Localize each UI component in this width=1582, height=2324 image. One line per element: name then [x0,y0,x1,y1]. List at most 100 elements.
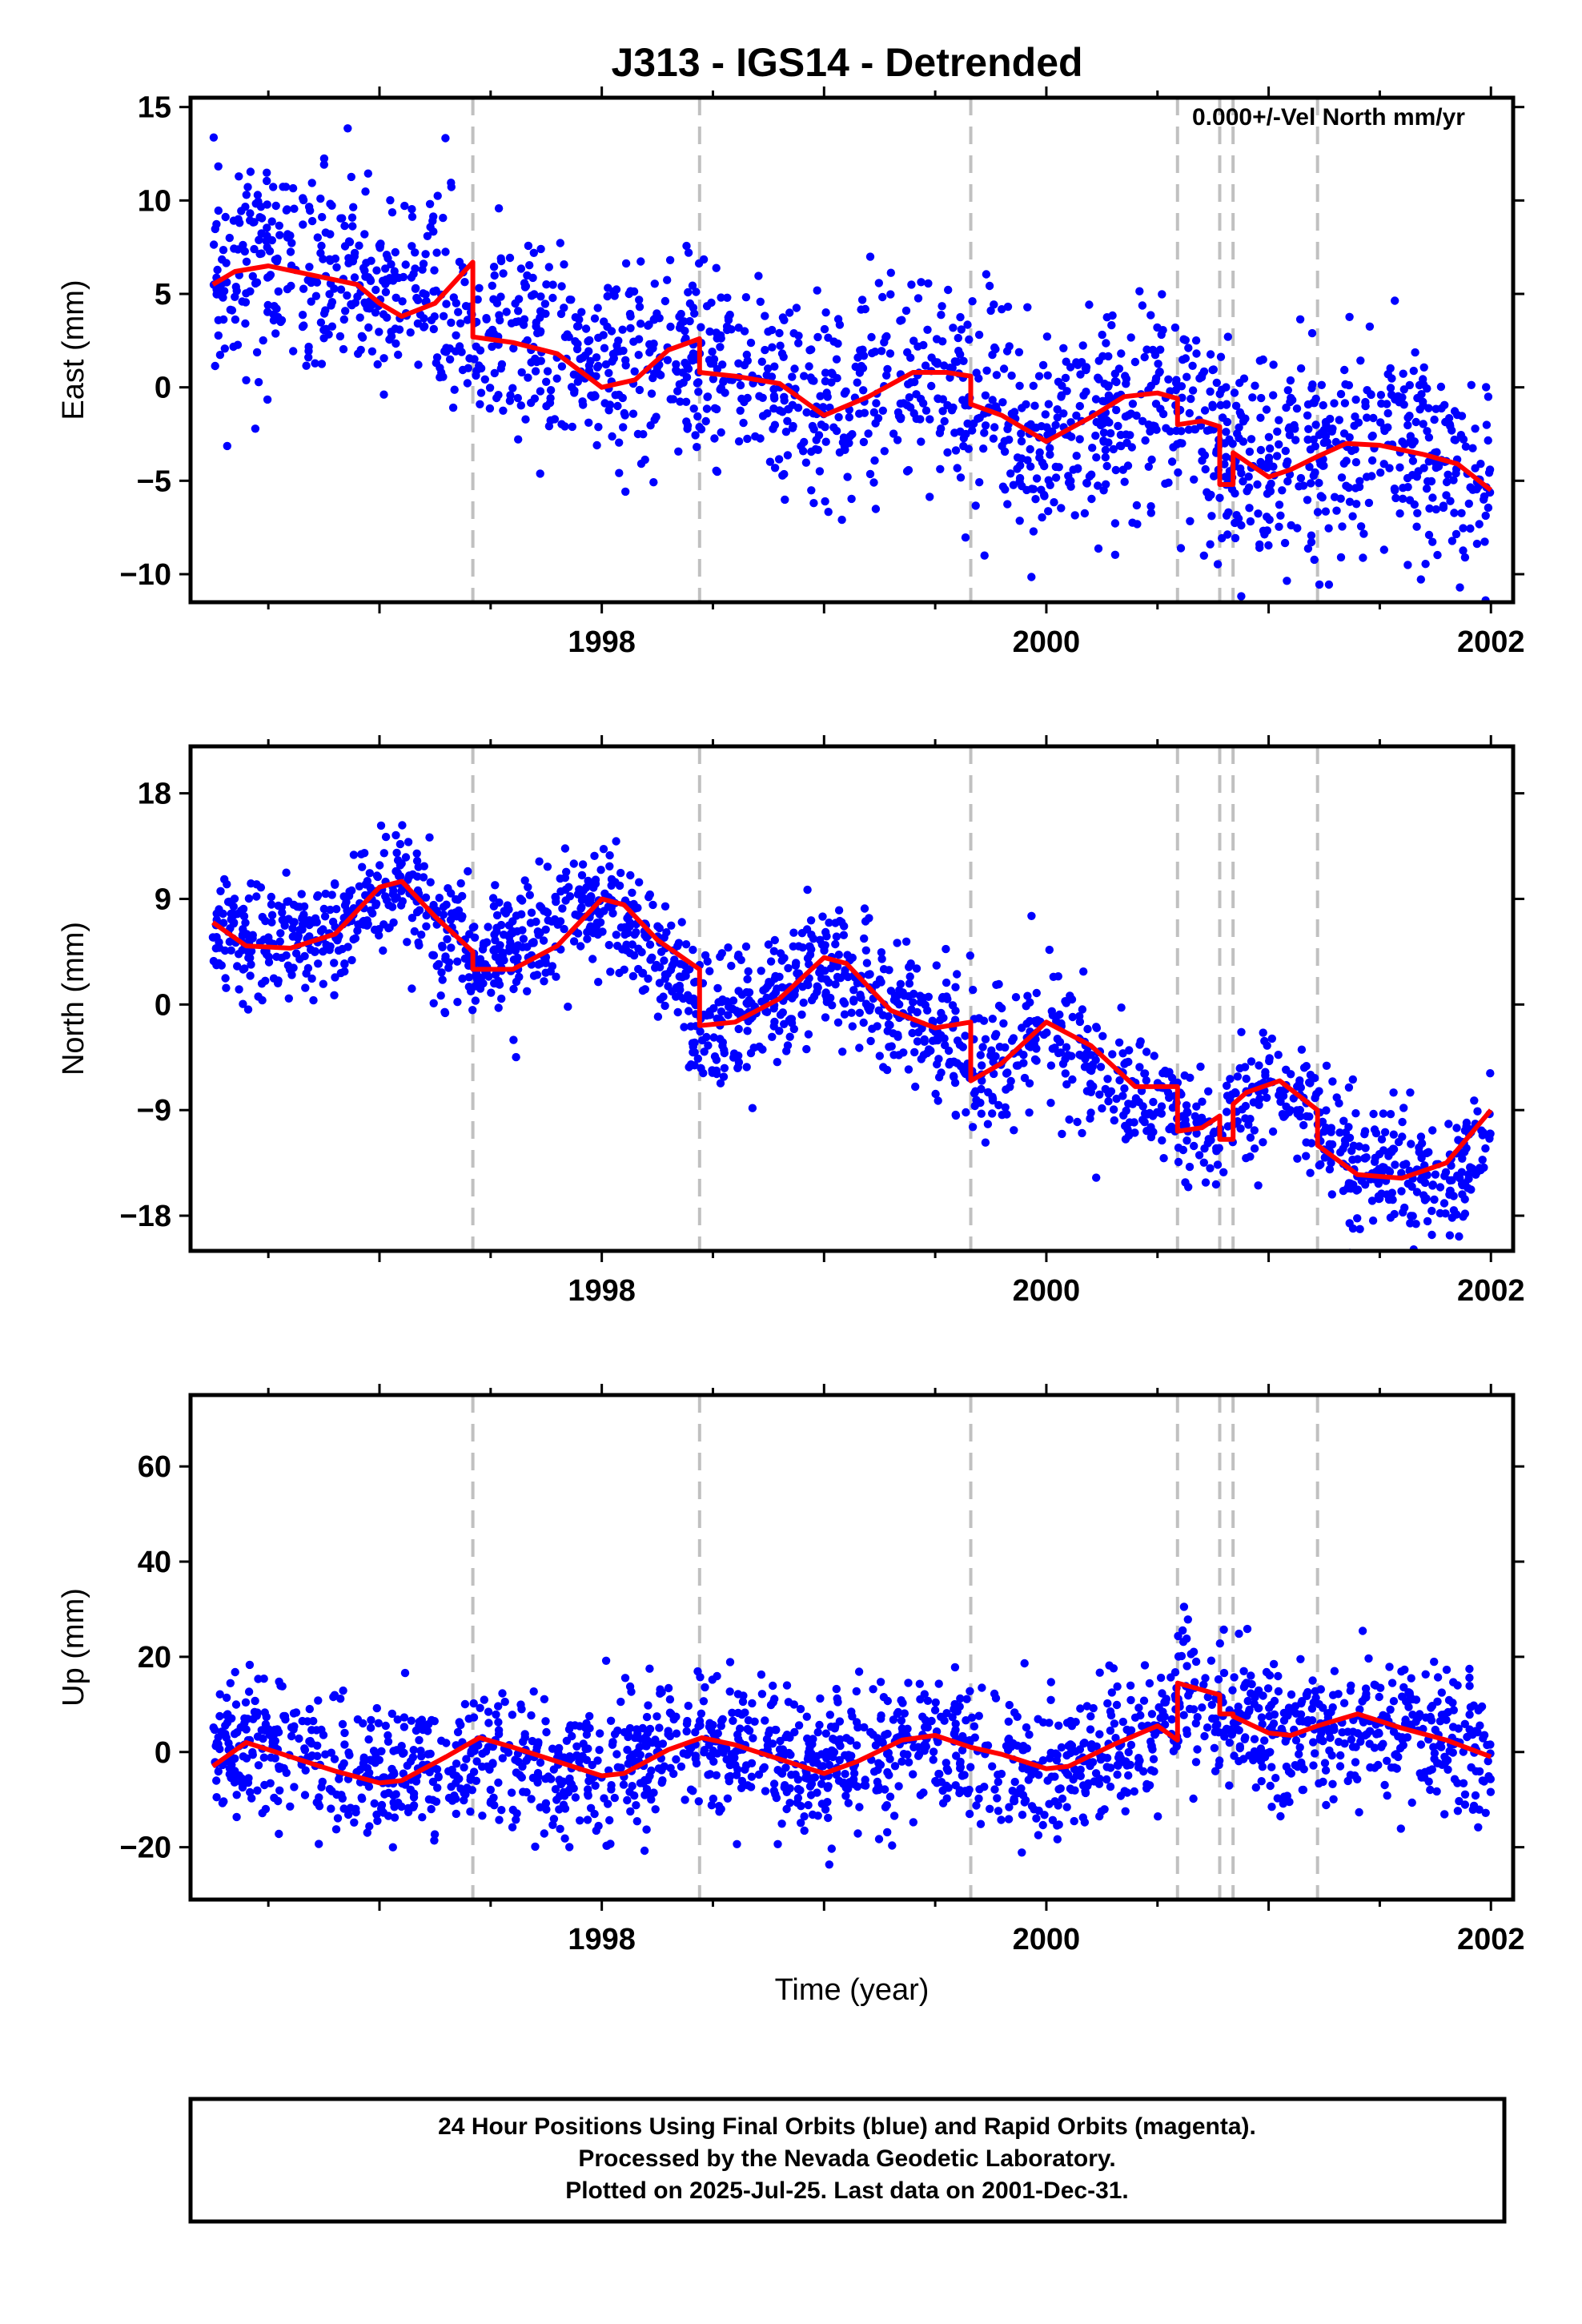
data-point [971,501,980,510]
data-point [1185,408,1195,418]
data-point [1199,1158,1209,1168]
data-point [391,830,400,840]
data-point [745,988,754,997]
data-point [1158,1136,1166,1145]
y-axis-label: East (mm) [57,279,90,420]
data-point [804,1800,813,1810]
data-point [909,998,917,1007]
data-point [1389,1697,1399,1706]
data-point [1295,482,1303,491]
data-point [1345,1219,1354,1228]
data-point [593,363,602,372]
data-point [1330,399,1339,408]
data-point [865,469,875,479]
data-point [1199,1680,1208,1689]
data-point [1127,443,1137,452]
data-point [1092,417,1101,427]
data-point [916,998,926,1007]
data-point [880,447,889,456]
data-point [271,201,280,211]
data-point [1140,1069,1149,1078]
data-point [1236,1124,1245,1133]
data-point [817,1779,826,1788]
data-point [436,991,445,1000]
data-point [389,887,398,895]
data-point [1072,411,1081,420]
data-point [316,927,326,935]
data-point [741,942,751,951]
plot-area [209,98,1495,602]
data-point [853,353,862,362]
data-point [1441,1168,1451,1177]
data-point [944,285,953,295]
data-point [338,1719,347,1729]
data-point [883,1729,892,1739]
data-point [690,1038,699,1047]
data-point [751,432,760,441]
data-point [1237,521,1246,530]
data-point [1268,1127,1278,1136]
data-point [1412,1188,1422,1196]
data-point [347,300,355,309]
data-point [1186,1073,1195,1083]
data-point [854,1667,864,1676]
data-point [1198,1703,1207,1712]
data-point [313,892,322,901]
data-point [488,325,497,335]
data-point [428,951,437,959]
data-point [697,1709,706,1718]
data-point [1158,290,1166,299]
data-point [1264,457,1273,466]
data-point [681,1795,689,1804]
data-point [1246,517,1255,526]
data-point [1445,420,1455,429]
data-point [720,1048,729,1058]
data-point [496,256,506,266]
data-point [770,974,779,983]
data-point [1324,580,1334,589]
data-point [621,356,630,364]
data-point [921,361,930,370]
data-point [492,911,502,920]
data-point [259,336,267,345]
data-point [1411,348,1419,357]
data-point [764,940,773,949]
data-point [433,1783,442,1792]
data-point [1465,1673,1474,1683]
data-point [988,1762,997,1771]
data-point [418,265,427,274]
data-point [620,408,628,418]
data-point [353,292,362,301]
data-point [319,309,329,318]
data-point [1355,1807,1363,1817]
data-point [314,959,323,968]
data-point [1266,444,1275,453]
data-point [1092,1023,1101,1031]
data-point [246,209,255,218]
data-point [1278,486,1287,495]
data-point [497,994,506,1003]
data-point [1375,1692,1383,1702]
data-point [601,1656,611,1665]
data-point [1344,1123,1353,1132]
data-point [1018,1023,1026,1032]
data-point [1029,527,1038,536]
data-point [1114,364,1124,373]
data-point [544,263,553,271]
data-point [1100,380,1109,388]
data-point [242,257,251,266]
data-point [401,853,411,862]
data-point [449,293,458,302]
data-point [532,917,540,927]
data-point [1459,435,1468,444]
data-point [615,468,624,477]
data-point [1329,1795,1338,1803]
data-point [491,952,500,961]
data-point [1385,1663,1394,1671]
data-point [1430,1195,1439,1204]
data-point [915,1679,925,1688]
data-point [209,956,219,966]
plot-area [208,746,1495,1251]
data-point [1387,390,1396,400]
data-point [1465,1682,1474,1691]
